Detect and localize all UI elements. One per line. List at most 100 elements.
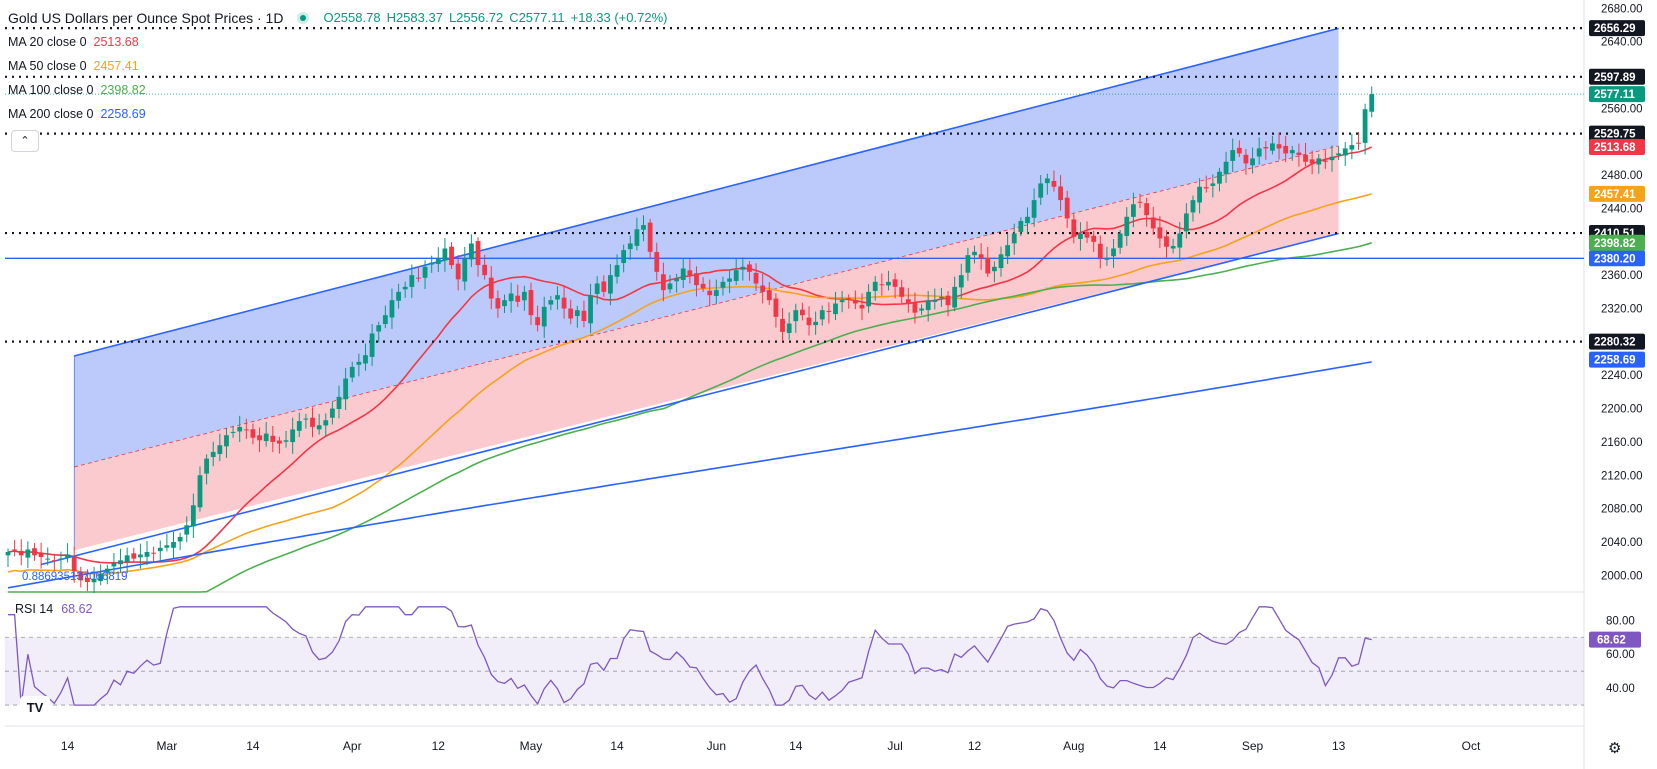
candle-up: [224, 435, 229, 447]
candle-up: [336, 396, 342, 410]
candle-up: [548, 300, 554, 305]
candle-up: [237, 426, 243, 432]
candle-down: [495, 298, 501, 309]
price-tick-label: 2160.00: [1601, 437, 1643, 449]
candle-up: [1031, 200, 1037, 218]
candle-up: [1018, 220, 1024, 232]
candle-up: [614, 265, 620, 277]
tradingview-logo-icon[interactable]: TV: [20, 696, 50, 718]
time-tick-label: Mar: [157, 739, 178, 753]
candle-up: [793, 310, 799, 322]
ma-100-legend[interactable]: MA 100 close 0 2398.82: [8, 78, 667, 102]
candle-down: [1084, 231, 1090, 238]
candle-down: [978, 254, 984, 259]
candle-up: [680, 268, 686, 280]
candle-up: [104, 568, 110, 573]
candle-up: [1289, 150, 1295, 154]
candle-up: [521, 291, 527, 301]
candle-down: [1064, 197, 1070, 219]
candle-down: [270, 435, 276, 442]
price-badge: [1589, 68, 1645, 85]
time-tick-label: Jul: [887, 739, 902, 753]
candle-up: [1210, 183, 1216, 186]
candle-up: [1038, 183, 1044, 198]
candle-up: [1256, 148, 1262, 157]
candle-down: [151, 552, 157, 554]
candle-down: [707, 290, 713, 296]
ma-200-label: MA 200 close 0: [8, 107, 94, 121]
time-tick-label: Sep: [1242, 739, 1264, 753]
candle-up: [469, 243, 474, 260]
time-tick-label: 13: [1332, 739, 1346, 753]
candle-down: [852, 300, 858, 304]
candle-down: [18, 550, 24, 556]
candle-up: [839, 300, 845, 303]
time-tick-label: 14: [789, 739, 803, 753]
price-badge-text: 2529.75: [1594, 129, 1636, 141]
candle-down: [899, 287, 905, 297]
ma-200-legend[interactable]: MA 200 close 0 2258.69: [8, 102, 667, 126]
candle-up: [217, 445, 223, 455]
candle-down: [846, 298, 852, 300]
candle-up: [1124, 216, 1130, 236]
chevron-up-icon: ⌃: [20, 135, 30, 147]
candle-up: [1078, 233, 1083, 239]
candle-down: [1243, 154, 1249, 164]
gear-icon[interactable]: ⚙: [1608, 740, 1622, 757]
candle-up: [872, 281, 878, 291]
channel-midline: [74, 145, 1339, 468]
candle-up: [919, 308, 924, 311]
ma-50-legend[interactable]: MA 50 close 0 2457.41: [8, 54, 667, 78]
candle-up: [813, 321, 819, 326]
candle-down: [250, 429, 256, 438]
legend-header: Gold US Dollars per Ounce Spot Prices · …: [8, 6, 667, 30]
candle-up: [363, 355, 368, 364]
channel-lower-line: [40, 232, 1339, 566]
candle-down: [568, 308, 574, 319]
candle-down: [1356, 142, 1361, 144]
candle-up: [819, 310, 825, 320]
collapse-legend-button[interactable]: ⌃: [11, 130, 39, 152]
candle-down: [985, 257, 991, 274]
ma-20-label: MA 20 close 0: [8, 35, 87, 49]
candle-down: [449, 246, 454, 266]
candle-up: [1369, 94, 1375, 112]
candle-up: [1223, 161, 1229, 175]
candle-up: [263, 433, 269, 442]
ohlc-close: C2577.11: [509, 10, 565, 25]
time-tick-label: Jun: [707, 739, 726, 753]
candle-up: [323, 420, 329, 426]
candle-down: [1322, 160, 1328, 162]
candle-up: [1197, 186, 1202, 203]
candle-up: [641, 225, 646, 230]
candle-up: [1250, 158, 1255, 166]
rsi-legend[interactable]: RSI 14 68.62: [15, 602, 93, 616]
candle-down: [455, 263, 461, 280]
candle-down: [912, 302, 918, 313]
candle-down: [766, 290, 772, 301]
candle-up: [1177, 233, 1183, 248]
candle-up: [329, 408, 335, 418]
price-tick-label: 2080.00: [1601, 504, 1643, 516]
candle-down: [800, 309, 805, 316]
candle-down: [879, 284, 885, 286]
candle-up: [171, 541, 176, 548]
candle-up: [1190, 200, 1196, 213]
candle-up: [343, 378, 349, 400]
candle-up: [833, 303, 838, 315]
price-badge-text: 2577.11: [1594, 89, 1636, 101]
candle-up: [886, 281, 891, 286]
channel-lower-zone: [74, 145, 1339, 551]
ohlc-change: +18.33 (+0.72%): [570, 10, 668, 25]
candle-up: [389, 300, 395, 318]
ma-20-legend[interactable]: MA 20 close 0 2513.68: [8, 30, 667, 54]
candle-up: [204, 458, 209, 474]
time-tick-label: 12: [968, 739, 982, 753]
symbol-title[interactable]: Gold US Dollars per Ounce Spot Prices · …: [8, 10, 284, 26]
price-badge-text: 2513.68: [1594, 142, 1636, 154]
price-badge-text: 2457.41: [1594, 189, 1636, 201]
price-tick-label: 2200.00: [1601, 404, 1643, 416]
time-tick-label: 14: [246, 739, 260, 753]
candle-up: [164, 545, 170, 548]
